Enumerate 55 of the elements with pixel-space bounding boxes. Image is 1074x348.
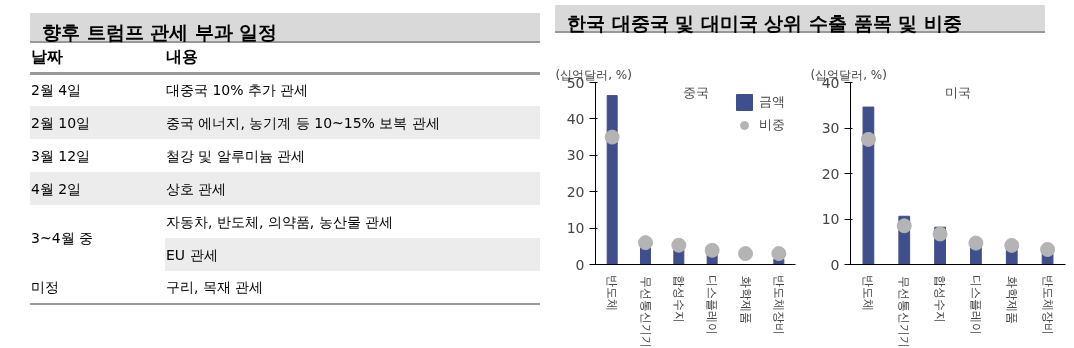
text: 상호 관세 [165, 179, 228, 199]
x-tick-label: 디스플레이 [968, 275, 983, 336]
y-tick-label: 0 [830, 256, 840, 273]
x-tick-label: 반도체 [861, 275, 876, 312]
y-tick-label: 20 [566, 183, 585, 200]
chart-subtitle: 중국 [682, 84, 709, 100]
text: 철강 및 알루미늄 관세 [165, 146, 307, 166]
text: 4월 2일 [30, 179, 83, 199]
x-tick-label: 반도체장비 [1040, 275, 1055, 336]
point [860, 131, 876, 147]
point [932, 226, 948, 242]
text: 2월 4일 [30, 81, 83, 101]
text: 중국 에너지, 농기계 등 10~15% 보복 관세 [165, 113, 441, 133]
chart-subtitle: 미국 [945, 84, 971, 100]
bar [606, 95, 618, 265]
x-tick-label: 무선통신기기 [638, 275, 653, 348]
x-tick-label: 화학제품 [1004, 275, 1019, 324]
chart-title: 한국 대중국 및 대미국 상위 수출 품목 및 비중 [555, 5, 1045, 34]
point [704, 242, 720, 258]
y-tick-label: 10 [566, 220, 585, 237]
point [896, 218, 912, 234]
x-tick-label: 반도체장비 [771, 275, 786, 336]
bar [862, 106, 875, 265]
text: 내용 [165, 45, 199, 68]
point [1004, 237, 1020, 253]
text: 3월 12일 [30, 146, 92, 166]
text: 구리, 목재 관세 [165, 278, 265, 297]
x-tick-label: 화학제품 [738, 275, 753, 324]
y-tick-label: 20 [821, 165, 840, 182]
point [738, 246, 753, 262]
text: 3~4월 중 [30, 229, 94, 248]
text: 날짜 [30, 45, 64, 68]
x-tick-label: 합성수지 [671, 275, 686, 324]
text: 향후 트럼프 관세 부과 일정 [30, 13, 540, 43]
y-tick-label: 40 [566, 110, 585, 127]
x-tick-label: 합성수지 [933, 275, 948, 324]
text: 2월 10일 [30, 113, 92, 133]
y-tick-label: 10 [821, 211, 840, 227]
point [604, 129, 620, 145]
legend-label: 비중 [759, 116, 785, 134]
y-tick-label: 0 [575, 256, 585, 273]
x-tick-label: 무선통신기기 [897, 275, 912, 348]
y-tick-label: 30 [821, 120, 840, 136]
x-tick-label: 반도체 [605, 275, 620, 312]
point [638, 235, 653, 251]
text: 대중국 10% 추가 관세 [165, 81, 310, 101]
text: 미정 [30, 278, 60, 297]
point [771, 246, 787, 262]
point [671, 237, 687, 253]
point [968, 235, 984, 251]
point [1040, 242, 1056, 257]
x-tick-label: 디스플레이 [705, 275, 720, 336]
text: 자동차, 반도체, 의약품, 농산물 관세 [165, 212, 395, 232]
y-tick-label: 30 [566, 147, 585, 164]
legend-label: 금액 [759, 93, 785, 111]
